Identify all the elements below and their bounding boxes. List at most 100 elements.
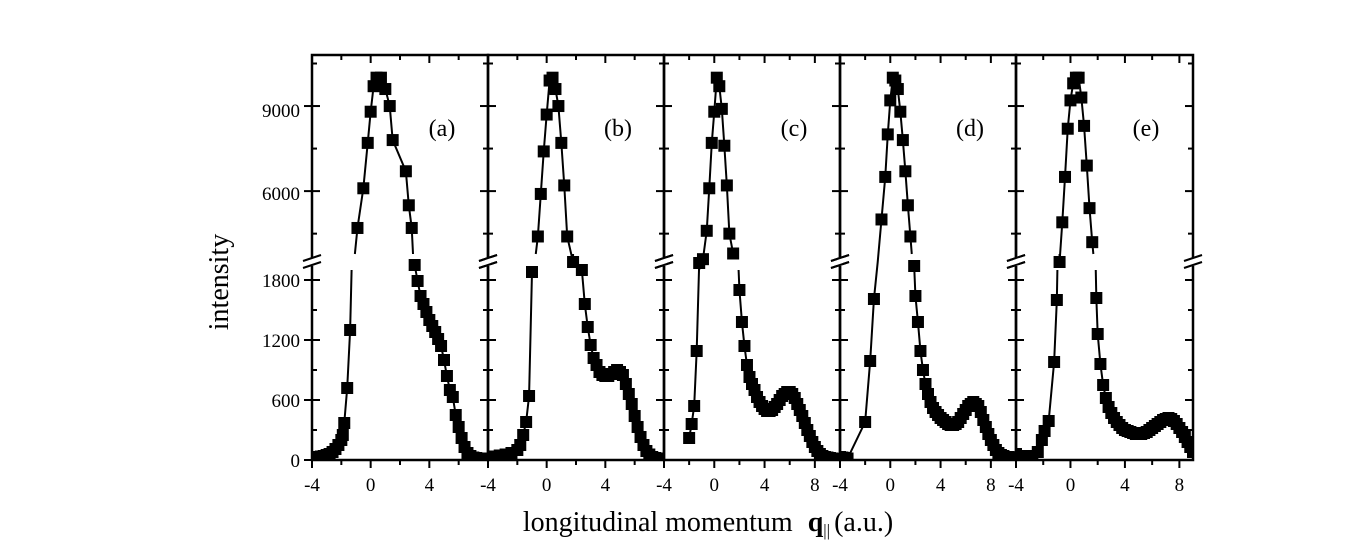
data-point <box>1053 256 1066 268</box>
data-point <box>916 364 929 376</box>
data-point <box>1059 170 1072 183</box>
data-point <box>875 213 888 226</box>
data-point <box>688 400 701 412</box>
data-point <box>526 266 538 278</box>
panel-label: (a) <box>429 116 456 142</box>
data-point <box>1050 294 1063 306</box>
x-tick-label: -4 <box>480 475 496 496</box>
panels-group: -4 0 4 (a) -4 0 4 (b) -4 0 4 8 (c) -4 0 4 8 (d) -4 0 4 8 (e) <box>302 53 1203 496</box>
series-d <box>841 71 1015 459</box>
axis-break-mark <box>1006 254 1026 262</box>
data-point <box>581 321 594 333</box>
data-point <box>685 418 698 430</box>
data-point <box>537 145 550 158</box>
data-point <box>867 293 880 305</box>
data-point <box>584 339 597 351</box>
data-point <box>727 247 740 260</box>
data-point <box>361 136 374 149</box>
data-point <box>894 105 907 118</box>
axis-break-mark <box>1006 261 1026 269</box>
series-e <box>1017 71 1192 459</box>
data-point <box>449 409 462 421</box>
data-point <box>1042 415 1055 427</box>
data-point <box>1031 446 1044 458</box>
data-point <box>549 83 562 96</box>
axis-break-mark <box>478 254 498 262</box>
axis-break-mark <box>654 261 674 269</box>
x-tick-label: 0 <box>1066 475 1076 496</box>
data-point <box>1072 71 1085 84</box>
data-point <box>1091 328 1104 340</box>
panel-label: (b) <box>604 116 632 142</box>
data-point <box>703 182 716 195</box>
data-point <box>1075 91 1088 104</box>
data-point <box>374 71 387 84</box>
axis-break-gap <box>309 258 315 266</box>
axis-break-mark <box>830 261 850 269</box>
x-axis-title-subscript: || <box>823 521 830 540</box>
x-tick-label: 4 <box>760 475 770 496</box>
data-point <box>534 187 547 200</box>
data-point <box>531 230 544 243</box>
data-point <box>555 136 568 149</box>
data-point <box>891 83 904 96</box>
x-tick-label: 0 <box>710 475 720 496</box>
data-point <box>919 378 932 390</box>
data-point <box>908 260 921 272</box>
axis-break-mark <box>478 261 498 269</box>
y-axis-title: intensity <box>204 234 235 330</box>
data-point <box>1097 379 1110 391</box>
data-point <box>399 165 412 178</box>
x-tick-label: 0 <box>542 475 552 496</box>
data-point <box>909 290 922 302</box>
data-point <box>546 71 559 84</box>
x-tick-label: 4 <box>601 475 611 496</box>
y-tick-label-lower-1: 600 <box>272 391 301 412</box>
panel-e: -4 0 4 8 (e) <box>1006 53 1203 496</box>
data-point <box>438 354 450 366</box>
x-tick-label: 0 <box>886 475 896 496</box>
data-point <box>341 382 354 394</box>
x-tick-label: -4 <box>304 475 320 496</box>
panel-a: -4 0 4 (a) <box>302 53 498 496</box>
data-point <box>631 421 644 433</box>
data-point <box>740 359 753 371</box>
data-point <box>683 432 696 444</box>
data-point <box>696 253 709 266</box>
data-point <box>723 227 736 240</box>
data-point <box>690 345 703 357</box>
x-tick-label: 4 <box>936 475 946 496</box>
x-tick-label: 0 <box>366 475 376 496</box>
data-point <box>738 340 751 352</box>
axis-break-mark <box>302 261 322 269</box>
axis-break-gap <box>485 258 491 266</box>
data-point <box>622 388 635 400</box>
axis-break-gap <box>1013 258 1019 266</box>
x-axis-title-units: (a.u.) <box>834 507 893 538</box>
data-point <box>338 417 351 429</box>
data-point <box>1080 159 1093 172</box>
data-point <box>713 80 726 93</box>
x-tick-label: -4 <box>656 475 672 496</box>
data-point <box>1061 122 1074 135</box>
data-point <box>1090 292 1103 304</box>
data-point <box>733 284 746 296</box>
data-point <box>578 298 591 310</box>
data-point <box>901 199 914 212</box>
x-tick-label: -4 <box>832 475 848 496</box>
data-point <box>879 170 892 183</box>
series-b <box>489 71 663 459</box>
data-point <box>864 355 877 367</box>
data-point <box>911 316 924 328</box>
series-c <box>683 71 839 459</box>
data-point <box>383 100 396 113</box>
data-point <box>405 221 418 234</box>
x-tick-label: 8 <box>986 475 996 496</box>
data-point <box>517 429 530 441</box>
y-tick-label-lower-0: 0 <box>291 451 301 472</box>
data-point <box>715 102 728 115</box>
data-point <box>1048 356 1061 368</box>
data-point <box>841 452 854 459</box>
data-point <box>402 199 415 212</box>
